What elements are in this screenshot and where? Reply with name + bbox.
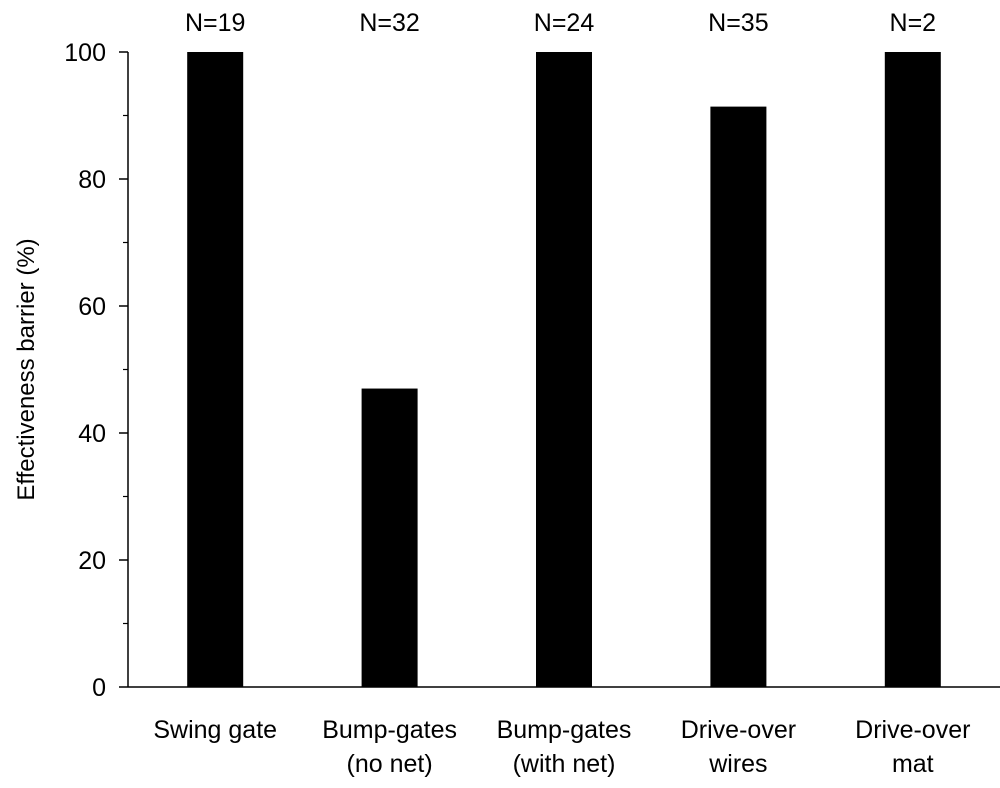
y-axis: 0 20 40 60 80 100 (64, 39, 129, 702)
sample-size-label: N=35 (708, 9, 768, 37)
x-category-label: Drive-over (855, 716, 970, 744)
bar (884, 52, 941, 687)
bar (536, 52, 592, 687)
y-axis-title: Effectiveness barrier (%) (13, 238, 40, 500)
bar (187, 52, 244, 687)
y-tick-label: 40 (78, 420, 106, 448)
y-tick-label: 20 (78, 547, 106, 575)
x-axis: Swing gate Bump-gates (no net) Bump-gates (w… (128, 686, 1000, 778)
bar (361, 388, 418, 687)
y-tick-label: 0 (92, 674, 106, 702)
bars (187, 52, 941, 688)
x-category-label: mat (892, 750, 934, 778)
y-tick-label: 100 (64, 39, 106, 67)
x-category-label: Swing gate (153, 716, 277, 744)
x-category-label: Bump-gates (497, 716, 632, 744)
x-category-label: (with net) (513, 750, 616, 778)
sample-size-label: N=2 (890, 9, 937, 37)
bar (710, 106, 767, 688)
sample-size-label: N=19 (185, 9, 245, 37)
sample-size-label: N=32 (359, 9, 419, 37)
x-category-label: Bump-gates (322, 716, 457, 744)
sample-size-labels: N=19 N=32 N=24 N=35 N=2 (185, 9, 936, 37)
y-tick-label: 60 (78, 293, 106, 321)
x-category-label: Drive-over (681, 716, 796, 744)
sample-size-label: N=24 (534, 9, 595, 37)
y-tick-label: 80 (78, 166, 106, 194)
x-category-label: (no net) (347, 750, 433, 778)
x-category-label: wires (708, 750, 767, 778)
